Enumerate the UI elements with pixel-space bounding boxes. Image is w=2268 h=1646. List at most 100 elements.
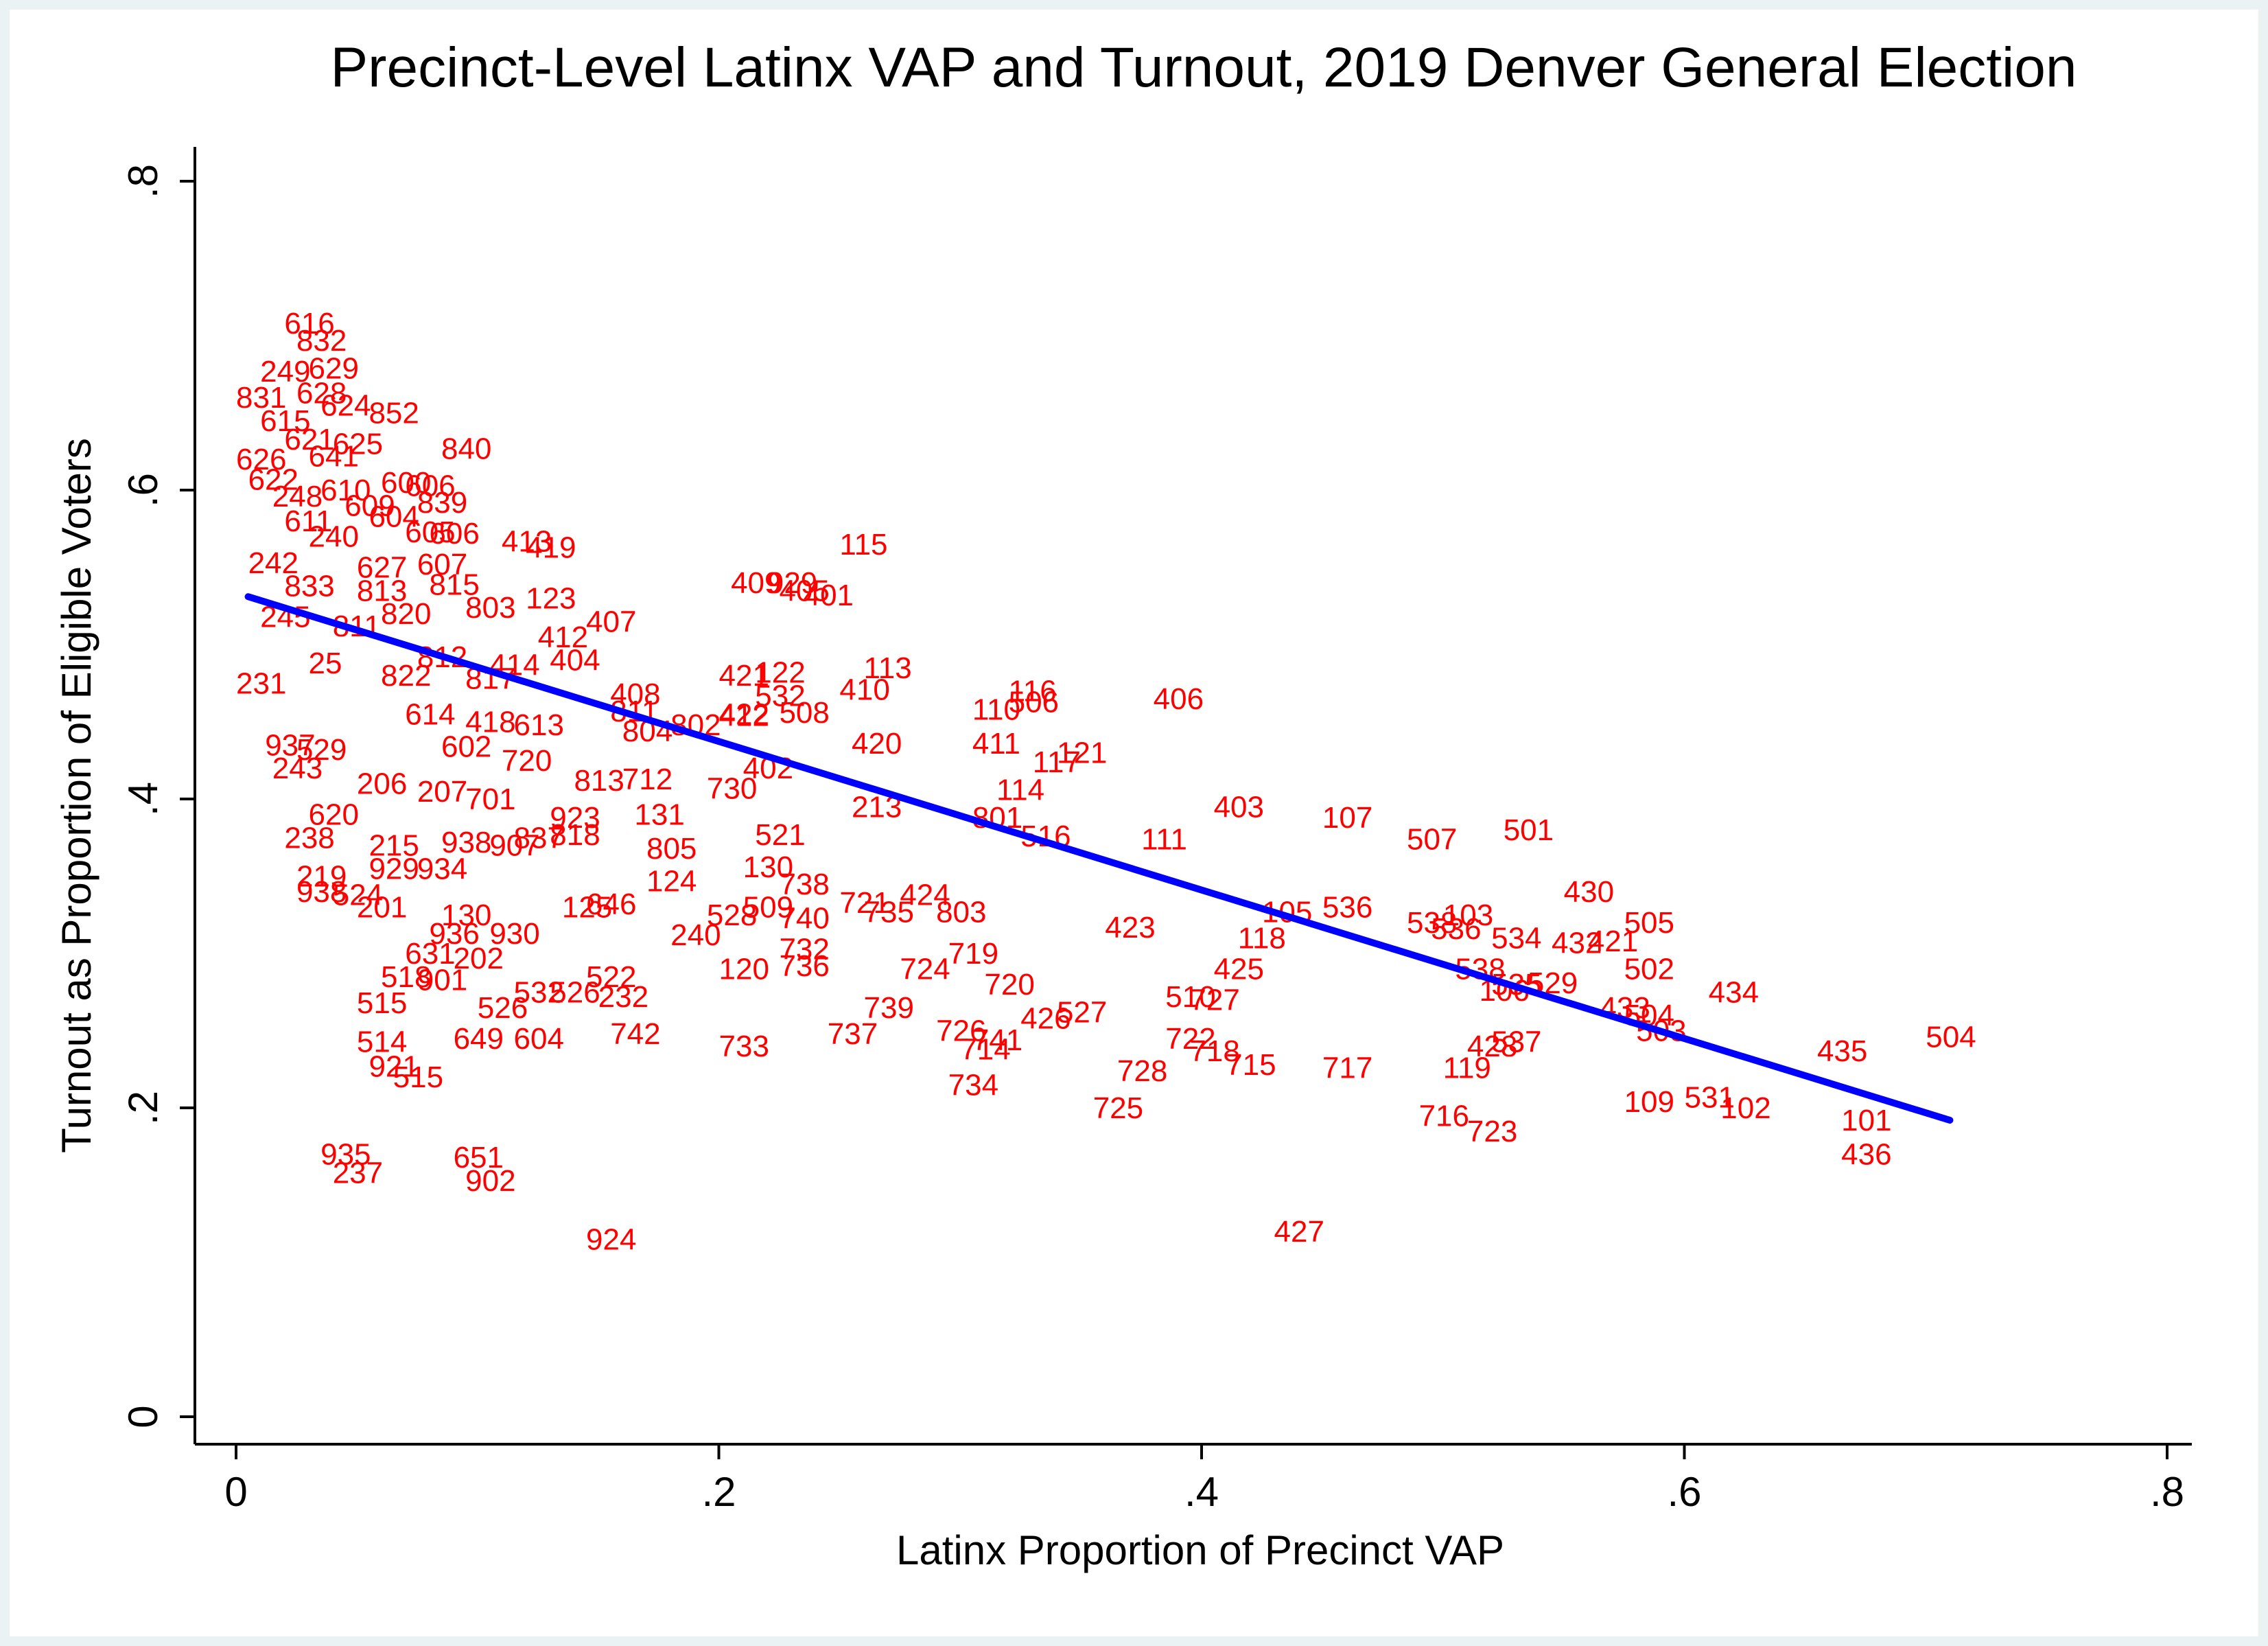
precinct-point: 629 (309, 351, 359, 385)
precinct-point: 123 (526, 582, 576, 616)
precinct-point: 509 (743, 891, 793, 925)
precinct-point: 404 (550, 644, 600, 677)
precinct-point: 117 (1033, 745, 1081, 779)
precinct-point: 742 (610, 1017, 660, 1051)
precinct-point: 242 (248, 546, 299, 580)
precinct-point: 502 (1624, 953, 1674, 986)
precinct-point: 109 (1624, 1085, 1674, 1119)
precinct-point: 815 (429, 568, 479, 601)
x-tick-label: 0 (224, 1469, 247, 1515)
precinct-point: 430 (1564, 875, 1614, 909)
precinct-point: 723 (1467, 1115, 1517, 1148)
precinct-point: 526 (478, 991, 528, 1025)
x-tick-label: .2 (701, 1469, 736, 1515)
y-axis-label: Turnout as Proportion of Eligible Voters (54, 438, 100, 1153)
precinct-point: 628 (296, 376, 347, 410)
precinct-point: 215 (369, 829, 419, 863)
precinct-point: 649 (454, 1022, 504, 1056)
precinct-point: 739 (864, 991, 914, 1025)
precinct-point: 722 (1165, 1022, 1215, 1056)
precinct-point: 930 (489, 917, 539, 951)
precinct-point: 419 (526, 531, 576, 564)
precinct-point: 622 (248, 463, 299, 496)
precinct-point: 604 (514, 1022, 564, 1056)
precinct-point: 531 (1685, 1080, 1735, 1114)
precinct-point: 507 (1407, 823, 1457, 857)
precinct-point: 401 (804, 579, 854, 612)
precinct-point: 422 (719, 697, 769, 731)
precinct-point: 935 (320, 1138, 371, 1172)
precinct-point: 409 (731, 566, 781, 600)
precinct-point: 427 (1274, 1215, 1324, 1249)
chart-title: Precinct-Level Latinx VAP and Turnout, 2… (330, 36, 2077, 99)
precinct-point: 101 (1841, 1104, 1891, 1137)
fit-line (244, 593, 1954, 1124)
precinct-point: 526 (550, 975, 600, 1009)
precinct-point: 423 (1105, 911, 1155, 944)
precinct-point: 111 (1141, 823, 1187, 857)
precinct-point: 532 (514, 975, 564, 1009)
precinct-point: 609 (344, 489, 395, 523)
precinct-point: 818 (550, 818, 600, 852)
precinct-point: 921 (369, 1050, 419, 1083)
precinct-point: 421 (1588, 925, 1638, 958)
precinct-point: 934 (417, 852, 467, 885)
precinct-point: 717 (1322, 1052, 1372, 1085)
precinct-point: 202 (454, 942, 504, 975)
precinct-point: 510 (1165, 980, 1215, 1014)
y-tick-label: 0 (120, 1405, 166, 1428)
precinct-point: 130 (743, 850, 793, 884)
precinct-point: 25 (309, 647, 342, 680)
precinct-point: 521 (755, 818, 805, 852)
precinct-point: 822 (381, 659, 431, 693)
precinct-point: 505 (1624, 906, 1674, 940)
precinct-point: 538 (1407, 906, 1457, 940)
precinct-point: 641 (309, 440, 359, 474)
precinct-point: 719 (948, 937, 998, 971)
precinct-point: 938 (441, 826, 491, 859)
precinct-point: 248 (272, 480, 323, 513)
precinct-point: 626 (236, 443, 286, 476)
x-tick-label: .8 (2150, 1469, 2184, 1515)
precinct-point: 506 (1009, 685, 1059, 719)
precinct-point: 616 (284, 307, 334, 340)
chart-frame: Precinct-Level Latinx VAP and Turnout, 2… (10, 10, 2258, 1636)
precinct-point: 435 (1817, 1034, 1867, 1068)
precinct-point: 418 (465, 706, 515, 739)
precinct-point: 938 (296, 875, 347, 909)
precinct-point: 741 (972, 1023, 1022, 1057)
precinct-point: 102 (1720, 1091, 1770, 1125)
precinct-point: 621 (284, 423, 334, 456)
precinct-point: 606 (429, 517, 479, 550)
precinct-point: 421 (719, 659, 769, 693)
precinct-point: 231 (236, 666, 286, 700)
precinct-point: 740 (779, 901, 829, 935)
precinct-point: 924 (586, 1222, 636, 1256)
x-axis-label: Latinx Proportion of Precinct VAP (896, 1527, 1504, 1573)
precinct-point: 219 (296, 860, 347, 894)
precinct-point: 237 (333, 1157, 383, 1190)
axes (194, 147, 2192, 1446)
x-tick-label: .4 (1184, 1469, 1219, 1515)
precinct-point: 407 (586, 605, 636, 638)
precinct-point: 611 (284, 505, 332, 538)
precinct-point: 805 (646, 832, 697, 866)
precinct-point: 432 (1552, 926, 1602, 960)
precinct-point: 110 (972, 693, 1020, 727)
precinct-point: 936 (429, 917, 479, 951)
precinct-point: 122 (755, 656, 805, 690)
precinct-point: 728 (1117, 1054, 1167, 1088)
precinct-point: 602 (441, 730, 491, 764)
y-tick-label: .6 (120, 473, 166, 507)
scatter-chart: Precinct-Level Latinx VAP and Turnout, 2… (54, 36, 2192, 1573)
precinct-point: 518 (381, 960, 431, 994)
precinct-point: 902 (465, 1164, 515, 1198)
precinct-point: 207 (417, 775, 467, 809)
precinct-point: 514 (357, 1025, 407, 1058)
precinct-point: 537 (1491, 1025, 1541, 1058)
precinct-point: 831 (236, 381, 286, 415)
precinct-point: 721 (839, 886, 889, 920)
precinct-point: 832 (296, 324, 347, 358)
precinct-point: 833 (284, 570, 334, 603)
precinct-point: 240 (309, 520, 359, 554)
